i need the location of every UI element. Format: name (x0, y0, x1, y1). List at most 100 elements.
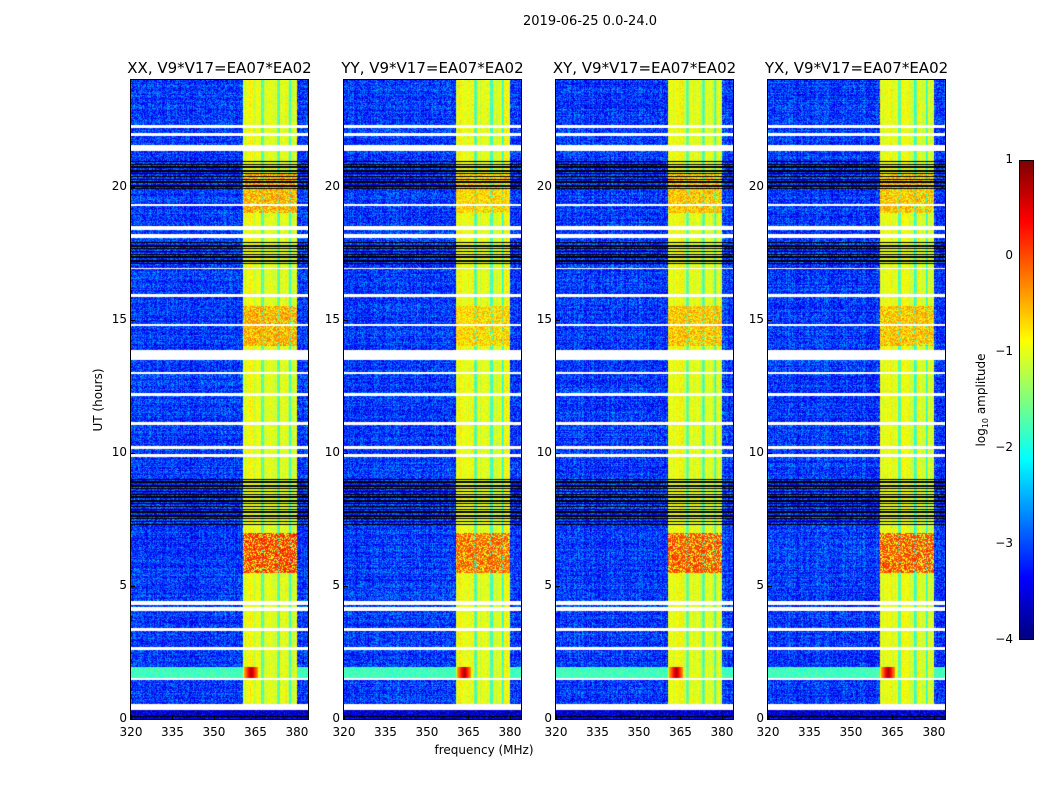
x-tick-mark (385, 715, 387, 719)
x-tick-label: 380 (285, 725, 309, 739)
x-tick-label: 335 (586, 725, 609, 739)
y-tick-mark (344, 452, 348, 454)
x-tick-mark (597, 715, 599, 719)
y-tick-mark (768, 319, 772, 321)
x-tick-label: 380 (710, 725, 734, 739)
x-tick-mark (680, 715, 682, 719)
y-tick-label: 20 (536, 178, 552, 193)
x-tick-mark (344, 715, 345, 719)
y-tick-label: 0 (332, 711, 340, 725)
heatmap-image (131, 80, 308, 719)
y-tick-label: 15 (748, 311, 764, 326)
y-tick-label: 10 (536, 444, 552, 459)
x-tick-mark (556, 715, 557, 719)
heatmap-panel (130, 79, 309, 720)
y-tick-label: 10 (324, 444, 340, 459)
x-tick-mark (850, 715, 852, 719)
x-tick-mark (172, 715, 174, 719)
x-tick-label: 350 (839, 725, 863, 739)
y-tick-mark (131, 452, 135, 454)
x-tick-label: 380 (498, 725, 522, 739)
y-tick-label: 5 (119, 577, 127, 592)
heatmap-image (344, 80, 521, 719)
x-tick-mark (892, 715, 894, 719)
x-tick-mark (721, 715, 723, 719)
x-tick-mark (933, 715, 935, 719)
y-tick-label: 15 (324, 311, 340, 326)
heatmap-panel (555, 79, 734, 720)
colorbar-tick-label: 0 (1005, 248, 1013, 262)
x-tick-label: 335 (161, 725, 184, 739)
colorbar-tick-label: −4 (995, 632, 1013, 646)
x-tick-mark (809, 715, 811, 719)
x-tick-label: 365 (457, 725, 480, 739)
x-tick-label: 365 (669, 725, 692, 739)
x-tick-label: 320 (756, 725, 780, 739)
x-axis-label: frequency (MHz) (434, 743, 534, 757)
y-tick-label: 20 (111, 178, 127, 193)
y-tick-mark (344, 319, 348, 321)
y-tick-mark (344, 585, 348, 587)
x-tick-label: 350 (202, 725, 226, 739)
x-tick-label: 350 (627, 725, 651, 739)
y-tick-mark (344, 186, 348, 188)
y-tick-mark (556, 186, 560, 188)
x-tick-mark (468, 715, 470, 719)
colorbar-tick-label: −2 (995, 440, 1013, 454)
x-tick-label: 350 (415, 725, 439, 739)
heatmap-panel (767, 79, 946, 720)
x-tick-label: 365 (244, 725, 267, 739)
colorbar-tick-label: −3 (995, 536, 1013, 550)
x-tick-label: 320 (544, 725, 568, 739)
y-tick-mark (131, 319, 135, 321)
x-tick-mark (509, 715, 511, 719)
x-tick-mark (131, 715, 132, 719)
y-tick-mark (556, 585, 560, 587)
y-tick-mark (768, 585, 772, 587)
colorbar-tick-label: 1 (1005, 152, 1013, 166)
x-tick-mark (255, 715, 257, 719)
y-tick-label: 20 (748, 178, 764, 193)
y-tick-label: 20 (324, 178, 340, 193)
colorbar-label: log10 amplitude (973, 353, 991, 447)
heatmap-panel (343, 79, 522, 720)
y-tick-label: 10 (748, 444, 764, 459)
x-tick-label: 335 (374, 725, 397, 739)
y-tick-label: 10 (111, 444, 127, 459)
y-tick-mark (131, 719, 135, 720)
panel-title: XX, V9*V17=EA07*EA02 (127, 59, 312, 77)
y-tick-mark (768, 719, 772, 720)
x-tick-mark (638, 715, 640, 719)
x-tick-label: 320 (119, 725, 143, 739)
panel-title: YY, V9*V17=EA07*EA02 (341, 59, 524, 77)
y-tick-label: 0 (756, 711, 764, 725)
panel-title: YX, V9*V17=EA07*EA02 (764, 59, 949, 77)
y-tick-label: 15 (111, 311, 127, 326)
figure-title: 2019-06-25 0.0-24.0 (523, 14, 657, 29)
x-tick-mark (213, 715, 215, 719)
y-tick-mark (131, 585, 135, 587)
x-tick-label: 320 (332, 725, 356, 739)
x-tick-label: 335 (798, 725, 821, 739)
y-tick-label: 5 (544, 577, 552, 592)
heatmap-image (556, 80, 733, 719)
y-tick-mark (556, 719, 560, 720)
x-tick-mark (426, 715, 428, 719)
y-tick-label: 0 (119, 711, 127, 725)
heatmap-image (768, 80, 945, 719)
y-tick-label: 0 (544, 711, 552, 725)
y-tick-label: 5 (756, 577, 764, 592)
y-tick-mark (344, 719, 348, 720)
y-tick-mark (131, 186, 135, 188)
y-tick-mark (768, 452, 772, 454)
y-tick-mark (556, 452, 560, 454)
y-tick-mark (768, 186, 772, 188)
y-tick-label: 5 (332, 577, 340, 592)
x-tick-label: 380 (922, 725, 946, 739)
y-tick-mark (556, 319, 560, 321)
panel-title: XY, V9*V17=EA07*EA02 (552, 59, 737, 77)
colorbar (1019, 160, 1034, 640)
y-axis-label: UT (hours) (91, 368, 105, 432)
colorbar-tick-label: −1 (995, 344, 1013, 358)
x-tick-label: 365 (881, 725, 904, 739)
